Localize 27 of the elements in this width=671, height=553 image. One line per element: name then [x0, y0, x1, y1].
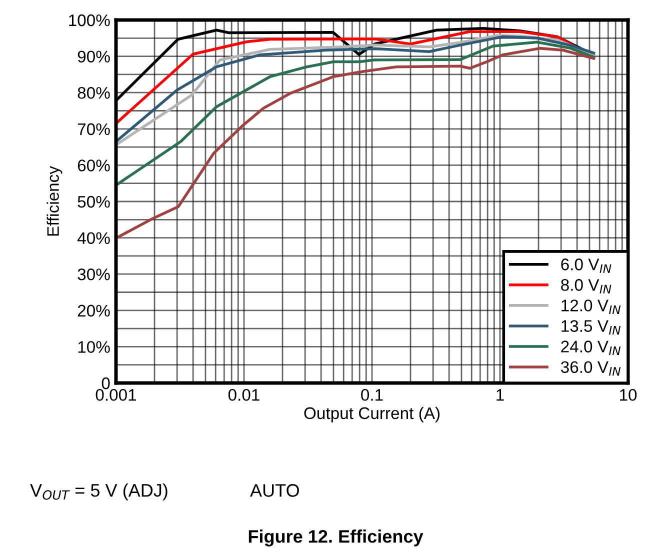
- y-tick-label: 0: [102, 377, 110, 390]
- y-tick-label: 90%: [78, 50, 110, 63]
- y-tick-label: 30%: [78, 268, 110, 280]
- x-tick-label: 1: [496, 389, 504, 401]
- legend-label: 24.0 V$_{IN}$: [561, 340, 621, 356]
- text: Figure 12. Efficiency: [248, 530, 424, 546]
- y-tick-label: 50%: [78, 196, 110, 208]
- y-axis-title: Efficiency: [46, 166, 62, 236]
- x-axis-title: Output Current (A): [304, 406, 440, 422]
- legend-label: 6.0 V$_{IN}$: [561, 258, 612, 273]
- text: AUTO: [250, 484, 299, 497]
- x-tick-label: 0.01: [228, 388, 260, 401]
- y-tick-label: 20%: [78, 304, 110, 317]
- text: V$_{OUT}$ = 5 V (ADJ): [30, 484, 168, 500]
- x-tick-label: 0.001: [96, 388, 136, 401]
- y-tick-label: 80%: [78, 87, 110, 99]
- legend-label: 13.5 V$_{IN}$: [562, 320, 621, 335]
- y-tick-label: 70%: [78, 123, 110, 136]
- y-tick-label: 40%: [77, 232, 110, 244]
- y-tick-label: 10%: [78, 341, 110, 353]
- legend-label: 8.0 V$_{IN}$: [561, 279, 612, 294]
- legend-label: 36.0 V$_{IN}$: [560, 361, 621, 376]
- x-tick-label: 0.1: [361, 388, 383, 401]
- y-tick-label: 100%: [69, 14, 110, 26]
- x-tick-label: 10: [620, 388, 637, 401]
- y-tick-label: 60%: [78, 160, 110, 172]
- legend-label: 12.0 V$_{IN}$: [562, 300, 621, 314]
